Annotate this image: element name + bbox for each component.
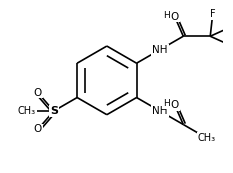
Text: F: F (210, 9, 216, 19)
Text: O: O (34, 124, 42, 134)
Text: F: F (232, 42, 233, 52)
Text: S: S (50, 106, 58, 116)
Text: H: H (163, 99, 169, 108)
Text: O: O (171, 12, 179, 22)
Text: NH: NH (152, 106, 168, 116)
Text: F: F (232, 20, 233, 30)
Text: H: H (163, 11, 169, 20)
Text: O: O (34, 88, 42, 98)
Text: CH₃: CH₃ (198, 133, 216, 143)
Text: CH₃: CH₃ (18, 106, 36, 116)
Text: O: O (171, 100, 179, 110)
Text: NH: NH (152, 45, 168, 55)
